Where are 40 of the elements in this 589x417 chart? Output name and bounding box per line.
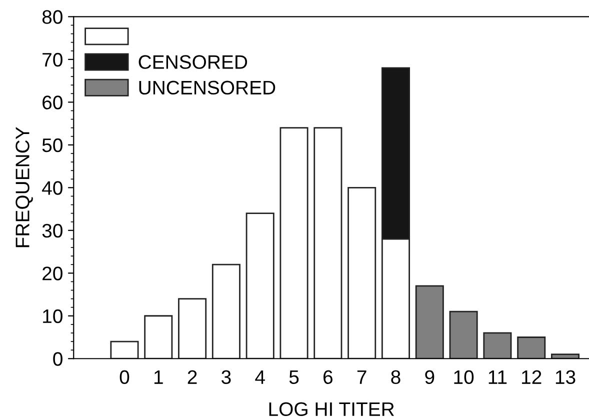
bar [110, 340, 139, 359]
y-tick-label: 80 [42, 10, 62, 24]
y-axis-title: FREQUENCY [16, 127, 33, 248]
x-tick-label: 7 [357, 370, 366, 384]
x-axis-title: LOG HI TITER [269, 402, 394, 416]
bar [212, 264, 240, 359]
y-tick-label: 70 [42, 52, 62, 67]
bar [178, 298, 207, 359]
bar [449, 310, 478, 359]
bar [348, 186, 376, 359]
x-tick-label: 9 [425, 370, 434, 384]
x-tick-label: 10 [454, 370, 474, 384]
y-tick-label: 20 [42, 266, 62, 280]
legend-label: CENSORED [138, 55, 248, 69]
x-tick-label: 11 [488, 370, 507, 384]
bar [415, 285, 444, 359]
legend-label: UNCENSORED [139, 80, 276, 95]
y-tick-label: 40 [42, 181, 62, 195]
bar [314, 127, 342, 359]
y-tick-label: 10 [43, 309, 62, 324]
x-tick-label: 3 [222, 370, 231, 384]
x-tick-label: 4 [255, 370, 265, 384]
x-tick-label: 5 [289, 370, 299, 384]
bar [280, 127, 308, 359]
x-tick-label: 2 [188, 370, 197, 384]
bar [551, 354, 580, 359]
bar [517, 336, 546, 359]
x-tick-label: 13 [556, 370, 576, 384]
y-tick-label: 30 [42, 224, 62, 238]
bar [483, 332, 512, 359]
x-tick-label: 1 [154, 370, 163, 384]
x-tick-label: 6 [324, 370, 332, 384]
x-tick-label: 0 [120, 370, 130, 384]
y-tick-label: 60 [42, 96, 62, 110]
y-tick-label: 0 [53, 352, 62, 366]
x-tick-label: 12 [522, 370, 542, 384]
x-tick-label: 8 [391, 370, 400, 384]
bar [246, 212, 274, 359]
y-tick-label: 50 [42, 138, 62, 152]
bar [144, 315, 173, 359]
